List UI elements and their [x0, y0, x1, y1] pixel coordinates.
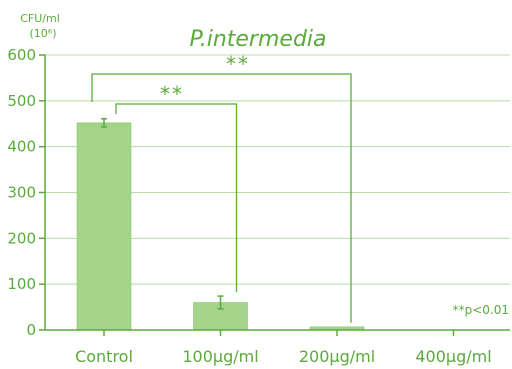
axes: 0 100 200 300 400 500 600 Control 100μg/ml 200μg/…	[7, 46, 510, 366]
x-tick-label: 400μg/ml	[415, 347, 491, 366]
y-tick-label: 400	[7, 138, 36, 156]
significance-stars: **	[226, 52, 250, 76]
y-tick-label: 0	[26, 321, 36, 339]
y-tick-label: 600	[7, 46, 36, 64]
y-tick-label: 200	[7, 229, 36, 247]
y-axis-unit: (10⁶)	[30, 27, 57, 40]
significance-stars: **	[160, 82, 184, 106]
significance-bracket	[115, 103, 238, 293]
significance-brackets: ** **	[91, 52, 352, 323]
x-tick-label: 200μg/ml	[299, 347, 375, 366]
bar	[76, 122, 132, 331]
x-tick-label: Control	[75, 347, 133, 366]
significance-bracket	[91, 73, 352, 323]
significance-note: **p<0.01	[453, 303, 509, 317]
bars	[76, 117, 365, 331]
y-tick-label: 300	[7, 184, 36, 202]
y-tick-label: 500	[7, 92, 36, 110]
chart-title: P.intermedia	[189, 27, 326, 52]
y-axis-label: CFU/ml	[20, 12, 60, 25]
y-tick-label: 100	[7, 275, 36, 293]
x-tick-label: 100μg/ml	[182, 347, 258, 366]
